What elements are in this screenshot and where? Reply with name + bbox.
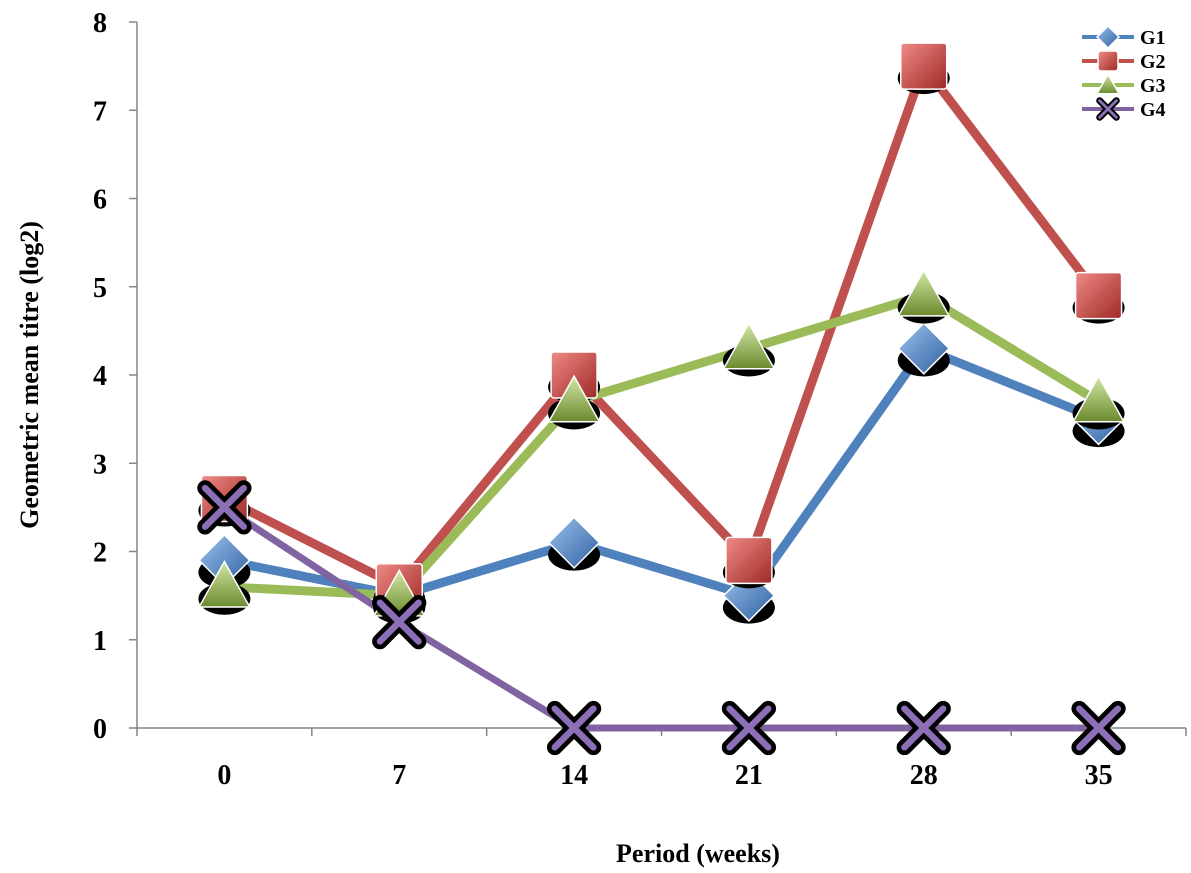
y-tick-label: 8 — [93, 8, 107, 39]
y-tick-label: 3 — [93, 449, 107, 480]
data-point-g2 — [1074, 271, 1123, 320]
legend-marker-g2 — [1097, 50, 1119, 72]
x-tick-label: 28 — [910, 760, 938, 791]
y-tick-label: 5 — [93, 273, 107, 304]
y-tick-label: 6 — [93, 185, 107, 216]
data-point-g4-inner — [551, 705, 597, 751]
data-point-g3 — [547, 374, 601, 423]
y-tick-label: 7 — [93, 96, 107, 127]
legend-marker-g4-inner — [1098, 99, 1118, 119]
axes: 0 1 2 3 4 5 6 7 8 0 7 14 21 28 35 — [93, 8, 1187, 791]
y-tick-label: 1 — [93, 626, 107, 657]
y-axis-title: Geometric mean titre (log2) — [15, 221, 44, 529]
series-line-g3 — [219, 291, 1104, 601]
legend-marker-g3 — [1095, 72, 1121, 95]
data-point-g4-inner — [376, 599, 422, 645]
data-point-g4-inner — [901, 705, 947, 751]
data-point-g3 — [1072, 374, 1126, 423]
legend-label-g2: G2 — [1140, 51, 1166, 73]
series-line-g2 — [219, 61, 1104, 592]
x-tick-label: 0 — [217, 760, 231, 791]
legend-marker-g1 — [1095, 24, 1121, 50]
data-point-g1 — [547, 516, 601, 570]
x-tick-label: 7 — [392, 760, 406, 791]
series-lines — [219, 61, 1104, 732]
data-point-g1 — [897, 322, 951, 375]
data-point-g4-inner — [1076, 705, 1122, 751]
data-point-g2 — [900, 42, 948, 90]
y-tick-label: 0 — [93, 714, 107, 745]
legend-label-g3: G3 — [1140, 75, 1166, 97]
data-point-g4-inner — [726, 705, 772, 751]
x-axis-title: Period (weeks) — [616, 839, 780, 868]
data-point-g3 — [197, 559, 251, 608]
legend-label-g4: G4 — [1140, 99, 1166, 121]
data-point-g3 — [897, 268, 951, 317]
legend-label-g1: G1 — [1140, 27, 1166, 49]
x-tick-label: 21 — [735, 760, 763, 791]
series-markers — [197, 42, 1126, 756]
series-line-g4 — [220, 503, 1103, 732]
x-tick-label: 14 — [560, 760, 588, 791]
y-tick-label: 2 — [93, 538, 107, 569]
data-point-g3 — [722, 321, 776, 370]
data-point-g2 — [725, 536, 773, 585]
data-point-g4-inner — [201, 484, 247, 530]
y-tick-label: 4 — [93, 361, 107, 392]
x-tick-label: 35 — [1085, 760, 1113, 791]
